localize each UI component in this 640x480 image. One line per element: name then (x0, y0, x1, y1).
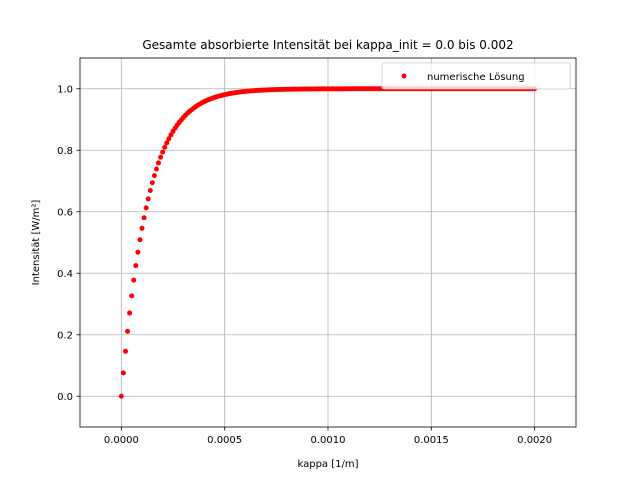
data-point (162, 144, 168, 150)
y-tick-label: 0.0 (57, 392, 73, 403)
x-tick-label: 0.0005 (207, 435, 242, 446)
data-point (156, 160, 162, 166)
y-tick-label: 1.0 (57, 84, 73, 95)
data-point (139, 225, 145, 231)
data-point (127, 310, 133, 316)
data-point (145, 196, 151, 202)
legend-entry-label: numerische Lösung (427, 72, 525, 83)
data-point (133, 263, 139, 269)
x-tick-label: 0.0000 (104, 435, 139, 446)
x-axis-ticks: 0.0000 0.0005 0.0010 0.0015 0.0020 (104, 427, 552, 446)
y-tick-label: 0.4 (57, 269, 73, 280)
data-point (147, 188, 153, 193)
data-point (141, 215, 147, 221)
y-axis-ticks: 0.0 0.2 0.4 0.6 0.8 1.0 (57, 84, 80, 403)
x-tick-label: 0.0010 (311, 435, 346, 446)
data-point (158, 154, 164, 160)
data-point (118, 393, 124, 399)
data-point (131, 277, 137, 283)
data-point (153, 166, 159, 172)
data-point (125, 328, 131, 334)
y-tick-label: 0.6 (57, 207, 73, 218)
x-tick-label: 0.0020 (517, 435, 552, 446)
legend-box (381, 62, 571, 90)
y-tick-label: 0.8 (57, 146, 73, 157)
data-point (149, 180, 155, 186)
data-point (151, 173, 157, 179)
x-axis-label: kappa [1/m] (297, 459, 358, 470)
data-point (166, 136, 172, 142)
data-point (129, 293, 135, 299)
data-point (122, 348, 128, 354)
x-tick-label: 0.0015 (414, 435, 449, 446)
legend-marker (401, 73, 407, 79)
chart-title: Gesamte absorbierte Intensität bei kappa… (142, 38, 513, 52)
data-point (120, 370, 126, 376)
data-point (135, 249, 141, 255)
data-point (164, 140, 170, 146)
data-point (160, 149, 166, 155)
y-tick-label: 0.2 (57, 330, 73, 341)
data-point (143, 205, 149, 211)
y-axis-label: Intensität [W/m²] (31, 200, 42, 286)
data-point (137, 237, 143, 243)
legend: numerische Lösung (381, 62, 571, 90)
